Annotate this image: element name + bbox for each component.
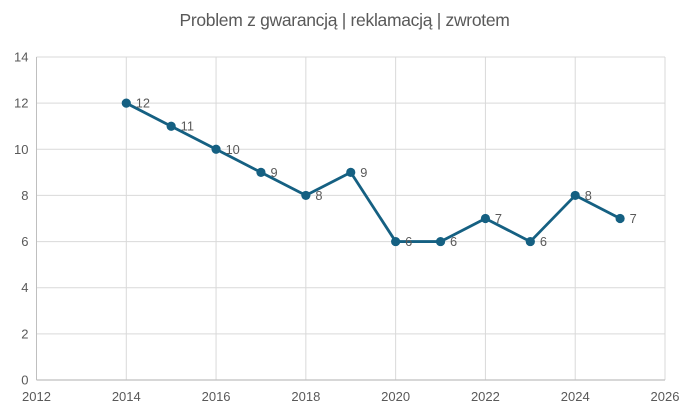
y-tick-label: 6 [21, 234, 28, 249]
data-label: 6 [450, 234, 457, 249]
data-point-marker [525, 236, 535, 247]
data-point-marker [121, 98, 131, 108]
data-label: 7 [495, 211, 502, 226]
y-tick-label: 12 [14, 96, 28, 111]
data-point-marker [211, 144, 221, 154]
data-point-marker [166, 121, 176, 131]
data-point-marker [570, 190, 580, 201]
y-tick-label: 2 [21, 326, 28, 341]
x-tick-label: 2016 [202, 389, 231, 404]
data-label: 9 [270, 165, 277, 180]
x-tick-label: 2012 [22, 389, 51, 404]
data-point-marker [615, 213, 625, 224]
data-label: 8 [315, 188, 322, 203]
data-label: 8 [585, 188, 592, 203]
y-tick-label: 10 [14, 142, 28, 157]
y-tick-label: 8 [21, 188, 28, 203]
x-tick-label: 2018 [291, 389, 320, 404]
data-point-marker [480, 213, 491, 224]
x-tick-label: 2024 [561, 389, 590, 404]
y-tick-label: 4 [21, 280, 28, 295]
x-tick-label: 2026 [651, 389, 680, 404]
series-line [124, 101, 622, 243]
data-label: 10 [226, 142, 240, 157]
data-point-marker [346, 167, 356, 177]
x-tick-label: 2014 [112, 389, 141, 404]
data-label: 6 [540, 234, 547, 249]
x-tick-label: 2022 [471, 389, 500, 404]
data-label: 7 [630, 211, 637, 226]
data-point-marker [256, 167, 266, 177]
data-label: 6 [405, 234, 412, 249]
y-tick-label: 0 [21, 373, 28, 388]
data-label: 12 [136, 96, 150, 111]
data-point-marker [391, 236, 401, 247]
data-label: 11 [181, 119, 194, 134]
chart-title: Problem z gwarancją | reklamacją | zwrot… [179, 10, 510, 30]
data-point-marker [301, 190, 311, 201]
y-tick-label: 14 [14, 50, 28, 65]
data-label: 9 [360, 165, 367, 180]
x-tick-label: 2020 [381, 389, 410, 404]
data-point-marker [435, 236, 446, 247]
